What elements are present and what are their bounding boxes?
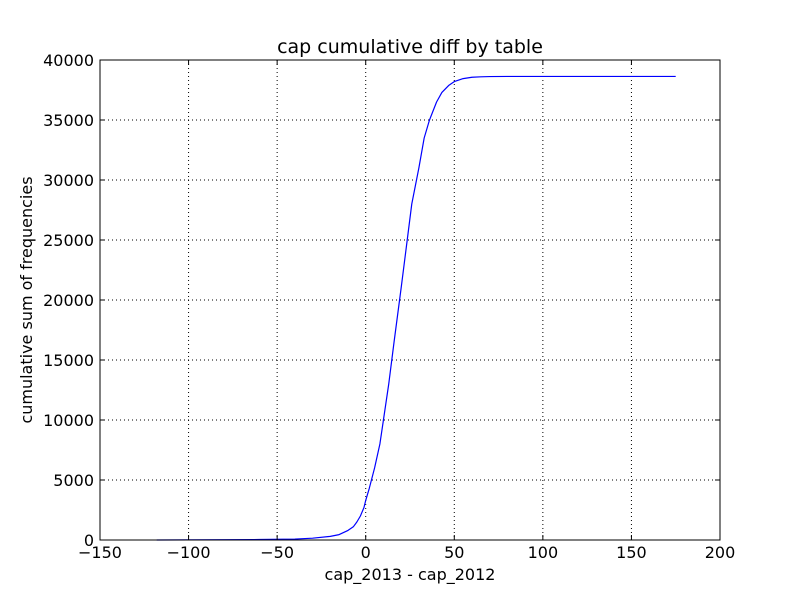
y-tick-label: 20000	[43, 291, 94, 310]
y-tick-label: 40000	[43, 51, 94, 70]
y-tick-label: 35000	[43, 111, 94, 130]
y-tick-label: 5000	[53, 471, 94, 490]
y-tick-label: 30000	[43, 171, 94, 190]
y-tick-label: 15000	[43, 351, 94, 370]
x-tick-label: 0	[361, 543, 371, 562]
series-layer	[156, 75, 676, 541]
x-tick-label: 50	[444, 543, 464, 562]
x-tick-label: 100	[528, 543, 559, 562]
x-tick-label: 200	[705, 543, 736, 562]
tick-layer: −150 −100 −50 0 50 100 150 200 0 5000 10000 15000 20…	[43, 51, 735, 562]
y-tick-label: 10000	[43, 411, 94, 430]
x-axis-label: cap_2013 - cap_2012	[325, 565, 496, 585]
chart-title: cap cumulative diff by table	[277, 36, 543, 58]
y-axis-label: cumulative sum of frequencies	[17, 176, 36, 423]
grid-layer	[100, 60, 720, 540]
y-tick-label: 25000	[43, 231, 94, 250]
series-line	[156, 75, 676, 541]
x-tick-label: −50	[260, 543, 294, 562]
x-tick-label: −100	[167, 543, 211, 562]
x-tick-label: 150	[616, 543, 647, 562]
x-tick-label: −150	[78, 543, 122, 562]
y-tick-label: 0	[84, 531, 94, 550]
